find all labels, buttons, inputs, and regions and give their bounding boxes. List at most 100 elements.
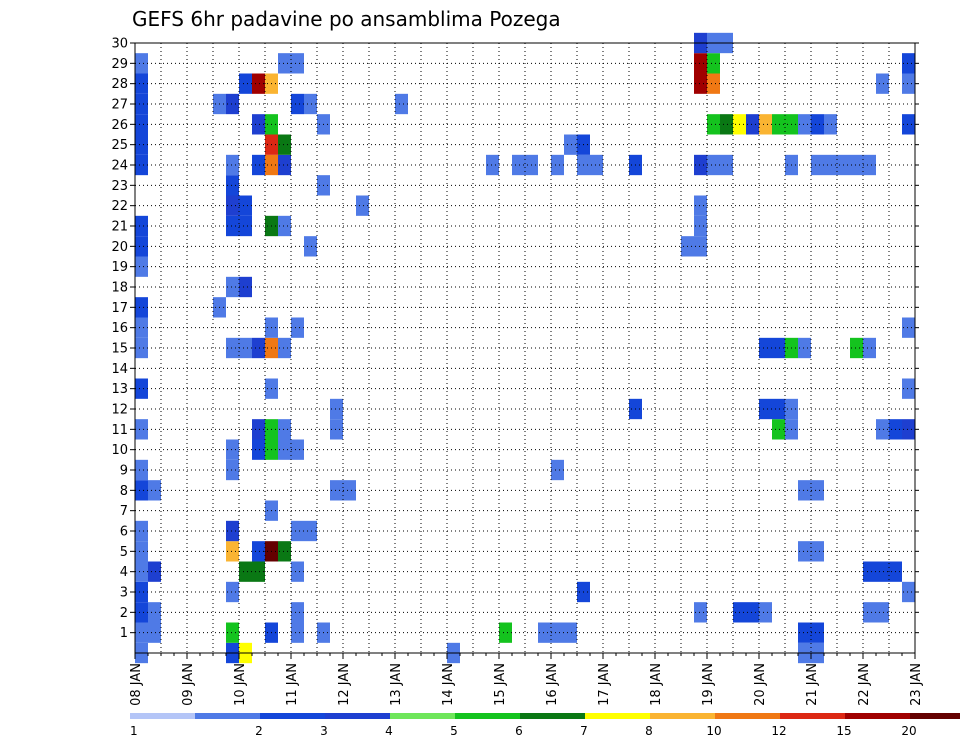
y-tick-label: 1	[120, 626, 128, 641]
heatmap-cell	[148, 480, 161, 501]
y-tick-label: 29	[111, 57, 128, 72]
heatmap-cell	[863, 561, 876, 582]
y-tick-label: 5	[120, 545, 128, 560]
heatmap-cell	[811, 480, 824, 501]
heatmap-cell	[291, 561, 304, 582]
heatmap-cell	[291, 53, 304, 74]
heatmap-cell	[252, 337, 265, 359]
heatmap-cell	[759, 114, 772, 135]
heatmap-cell	[252, 541, 265, 562]
heatmap-cell	[226, 276, 239, 298]
heatmap-cell	[135, 256, 148, 277]
heatmap-cell	[798, 622, 811, 643]
x-tick-label: 17 JAN	[597, 663, 612, 706]
colorbar-segment	[455, 713, 520, 719]
colorbar-segment	[260, 713, 325, 719]
heatmap-cells	[135, 32, 915, 664]
heatmap-cell	[772, 398, 785, 420]
heatmap-cell	[291, 622, 304, 643]
colorbar-segment	[325, 713, 390, 719]
heatmap-cell	[278, 439, 291, 460]
heatmap-cell	[538, 622, 551, 643]
heatmap-cell	[707, 154, 720, 176]
heatmap-cell	[252, 419, 265, 440]
y-tick-label: 25	[111, 138, 128, 153]
heatmap-cell	[252, 73, 265, 94]
colorbar-segment	[650, 713, 715, 719]
heatmap-cell	[226, 154, 239, 176]
heatmap-cell	[135, 581, 148, 603]
heatmap-cell	[746, 602, 759, 623]
y-tick-label: 6	[120, 525, 128, 540]
heatmap-cell	[512, 154, 525, 176]
heatmap-cell	[876, 73, 889, 94]
heatmap-cell	[343, 480, 356, 501]
heatmap-cell	[239, 337, 252, 359]
heatmap-cell	[694, 236, 707, 257]
heatmap-cell	[135, 154, 148, 176]
heatmap-cell	[811, 622, 824, 643]
colorbar-label: 2	[255, 724, 263, 738]
heatmap-cell	[226, 520, 239, 542]
heatmap-cell	[694, 154, 707, 176]
y-tick-label: 10	[111, 443, 128, 458]
heatmap-cell	[135, 215, 148, 237]
heatmap-cell	[135, 73, 148, 94]
heatmap-cell	[252, 114, 265, 135]
heatmap-cell	[135, 297, 148, 318]
heatmap-cell	[902, 378, 915, 399]
y-tick-label: 13	[111, 382, 128, 397]
colorbar-label: 12	[771, 724, 786, 738]
colorbar-label: 10	[706, 724, 721, 738]
y-tick-label: 20	[111, 240, 128, 255]
heatmap-cell	[694, 53, 707, 74]
heatmap-cell	[564, 622, 577, 643]
heatmap-cell	[850, 154, 863, 176]
heatmap-cell	[135, 337, 148, 359]
y-tick-label: 4	[120, 565, 128, 580]
chart-title: GEFS 6hr padavine po ansamblima Pozega	[132, 7, 561, 31]
colorbar-segment	[845, 713, 910, 719]
heatmap-cell	[850, 337, 863, 359]
heatmap-cell	[135, 622, 148, 643]
heatmap-cell	[902, 419, 915, 440]
y-tick-label: 23	[111, 179, 128, 194]
colorbar-segment	[585, 713, 650, 719]
heatmap-cell	[798, 480, 811, 501]
heatmap-cell	[772, 114, 785, 135]
heatmap-cell	[707, 114, 720, 135]
x-axis: 08 JAN 09 JAN 10 JAN 11 JAN 12 JAN 13 JAN 14 J…	[129, 653, 924, 706]
colorbar-segment	[780, 713, 845, 719]
heatmap-cell	[239, 561, 252, 582]
heatmap-cell	[226, 195, 239, 216]
heatmap-cell	[226, 459, 239, 481]
heatmap-cell	[239, 73, 252, 94]
colorbar-segment	[130, 713, 195, 719]
heatmap-cell	[720, 114, 733, 135]
x-tick-label: 21 JAN	[805, 663, 820, 706]
y-tick-label: 27	[111, 98, 128, 113]
heatmap-cell	[226, 541, 239, 562]
heatmap-cell	[720, 154, 733, 176]
heatmap-cell	[746, 114, 759, 135]
heatmap-cell	[759, 398, 772, 420]
heatmap-cell	[876, 561, 889, 582]
heatmap-cell	[304, 93, 317, 115]
heatmap-cell	[902, 73, 915, 94]
y-tick-label: 22	[111, 199, 128, 214]
y-tick-label: 21	[111, 220, 128, 235]
heatmap-cell	[811, 541, 824, 562]
heatmap-cell	[278, 53, 291, 74]
heatmap-cell	[798, 541, 811, 562]
heatmap-cell	[239, 276, 252, 298]
heatmap-cell	[564, 134, 577, 155]
y-tick-label: 3	[120, 586, 128, 601]
heatmap-cell	[135, 317, 148, 338]
heatmap-cell	[135, 236, 148, 257]
heatmap-cell	[304, 520, 317, 542]
y-tick-label: 8	[120, 484, 128, 499]
heatmap-cell	[135, 541, 148, 562]
heatmap-cell	[291, 439, 304, 460]
heatmap-cell	[304, 236, 317, 257]
